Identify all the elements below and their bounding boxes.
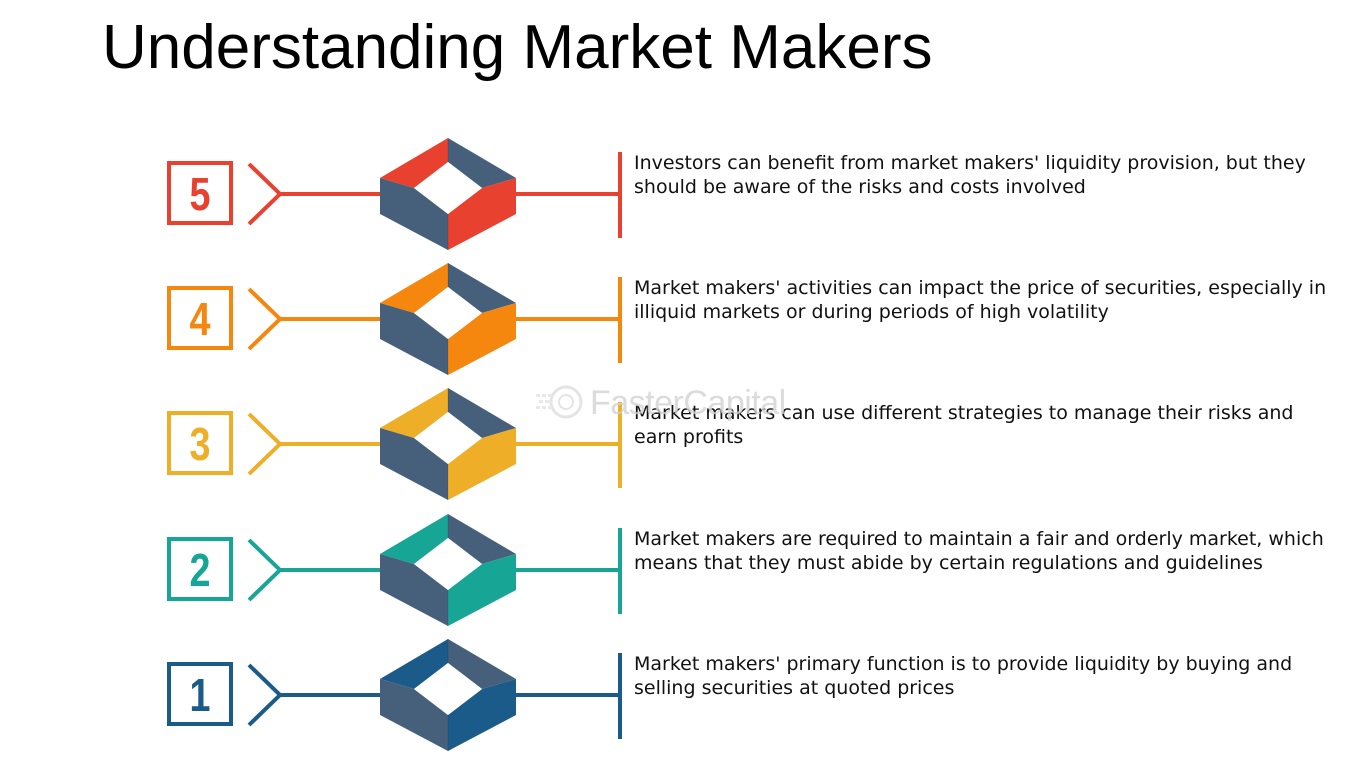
page-title: Understanding Market Makers bbox=[102, 13, 933, 82]
step-2-description: Market makers are required to maintain a… bbox=[634, 528, 1324, 574]
gear-logo-icon bbox=[536, 385, 583, 419]
step-4-number: 4 bbox=[190, 293, 212, 344]
step-3-number: 3 bbox=[190, 418, 211, 469]
step-1: 1 bbox=[167, 639, 622, 751]
step-1-chevron-icon bbox=[247, 663, 283, 727]
step-5-chevron-icon bbox=[247, 162, 283, 226]
step-4-cube-icon bbox=[380, 263, 516, 375]
step-5: 5 bbox=[167, 138, 622, 250]
step-1-number: 1 bbox=[190, 669, 211, 720]
step-1-cube-icon bbox=[380, 639, 516, 751]
step-2: 2 bbox=[167, 514, 622, 626]
step-5-description: Investors can benefit from market makers… bbox=[634, 152, 1306, 198]
step-2-chevron-icon bbox=[247, 538, 283, 602]
step-3: 3 bbox=[167, 388, 622, 500]
step-5-box bbox=[167, 161, 233, 225]
watermark-text: FasterCapital bbox=[590, 384, 786, 422]
step-4: 4 bbox=[167, 263, 622, 375]
step-1-box bbox=[167, 662, 233, 726]
step-4-description: Market makers' activities can impact the… bbox=[634, 277, 1327, 323]
step-3-chevron-icon bbox=[247, 412, 283, 476]
step-3-description: Market makers can use different strategi… bbox=[634, 402, 1294, 448]
step-2-number: 2 bbox=[190, 544, 211, 595]
step-3-cube-icon bbox=[380, 388, 516, 500]
step-5-cube-icon bbox=[380, 138, 516, 250]
step-5-number: 5 bbox=[190, 168, 211, 219]
step-3-box bbox=[167, 411, 233, 475]
step-1-description: Market makers' primary function is to pr… bbox=[634, 653, 1293, 699]
step-4-chevron-icon bbox=[247, 287, 283, 351]
step-2-box bbox=[167, 537, 233, 601]
step-4-box bbox=[167, 286, 233, 350]
step-2-cube-icon bbox=[380, 514, 516, 626]
watermark: FasterCapital bbox=[534, 378, 834, 428]
